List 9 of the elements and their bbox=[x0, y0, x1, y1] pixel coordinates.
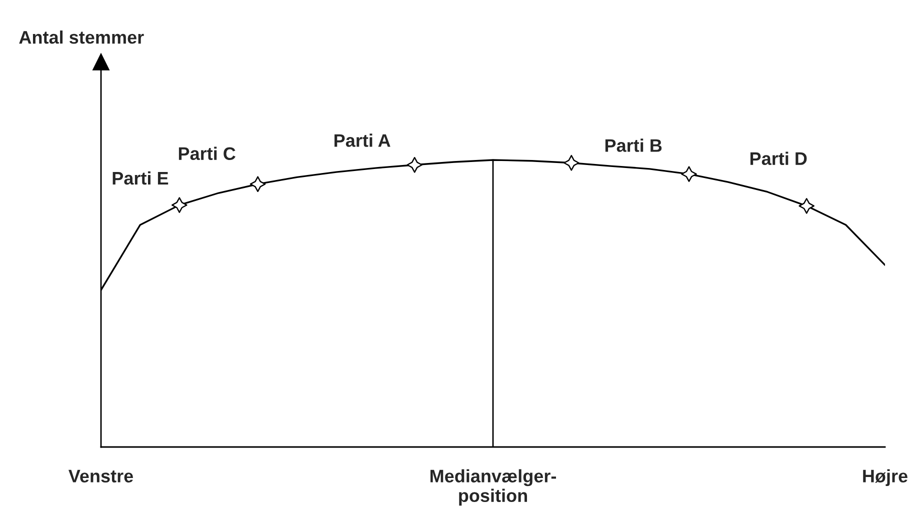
x-tick-label: Medianvælger- position bbox=[430, 469, 556, 506]
text: Parti B bbox=[605, 138, 662, 152]
text: Antal stemmer bbox=[19, 30, 144, 44]
x-tick-label: Venstre bbox=[68, 470, 134, 482]
x-tick-label: Højre bbox=[863, 469, 908, 486]
annotation: Parti C bbox=[178, 146, 236, 160]
annotation: Parti E bbox=[112, 171, 168, 185]
annotation: Parti D bbox=[750, 152, 807, 166]
text: Parti A bbox=[334, 134, 390, 147]
